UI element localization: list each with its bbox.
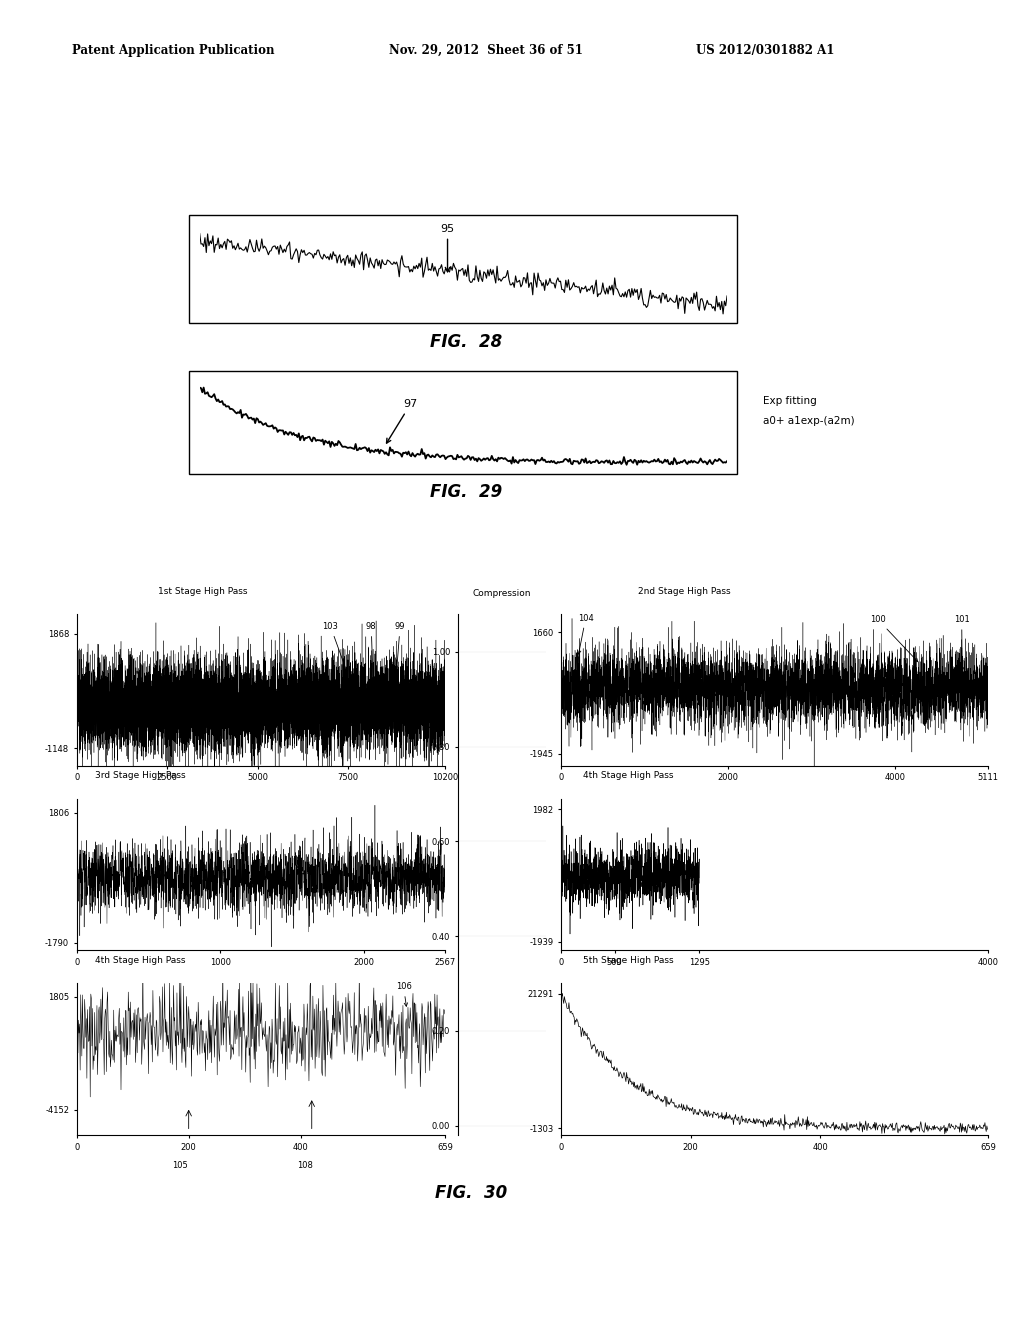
Text: 4th Stage High Pass: 4th Stage High Pass: [583, 771, 673, 780]
Text: 105: 105: [172, 1162, 187, 1171]
Text: 4th Stage High Pass: 4th Stage High Pass: [95, 956, 185, 965]
Text: US 2012/0301882 A1: US 2012/0301882 A1: [696, 44, 835, 57]
Text: FIG.  30: FIG. 30: [435, 1184, 507, 1203]
Text: Exp fitting: Exp fitting: [763, 396, 816, 407]
Text: 1st Stage High Pass: 1st Stage High Pass: [158, 586, 248, 595]
Text: 5th Stage High Pass: 5th Stage High Pass: [583, 956, 673, 965]
Text: 95: 95: [440, 223, 455, 272]
Text: Patent Application Publication: Patent Application Publication: [72, 44, 274, 57]
Text: FIG.  29: FIG. 29: [430, 483, 502, 502]
Text: 3rd Stage High Pass: 3rd Stage High Pass: [95, 771, 186, 780]
Text: 106: 106: [395, 982, 412, 1006]
Text: FIG.  28: FIG. 28: [430, 333, 502, 351]
Text: 108: 108: [297, 1162, 313, 1171]
Text: 101: 101: [953, 615, 970, 671]
Text: 97: 97: [386, 399, 418, 444]
Text: 104: 104: [578, 614, 594, 653]
Text: Compression: Compression: [472, 589, 531, 598]
Text: 99: 99: [394, 622, 406, 690]
Text: 2nd Stage High Pass: 2nd Stage High Pass: [638, 586, 731, 595]
Text: a0+ a1exp-(a2m): a0+ a1exp-(a2m): [763, 416, 854, 426]
Text: 100: 100: [870, 615, 918, 661]
Text: 103: 103: [323, 622, 347, 671]
Text: Nov. 29, 2012  Sheet 36 of 51: Nov. 29, 2012 Sheet 36 of 51: [389, 44, 583, 57]
Text: 98: 98: [366, 622, 377, 682]
